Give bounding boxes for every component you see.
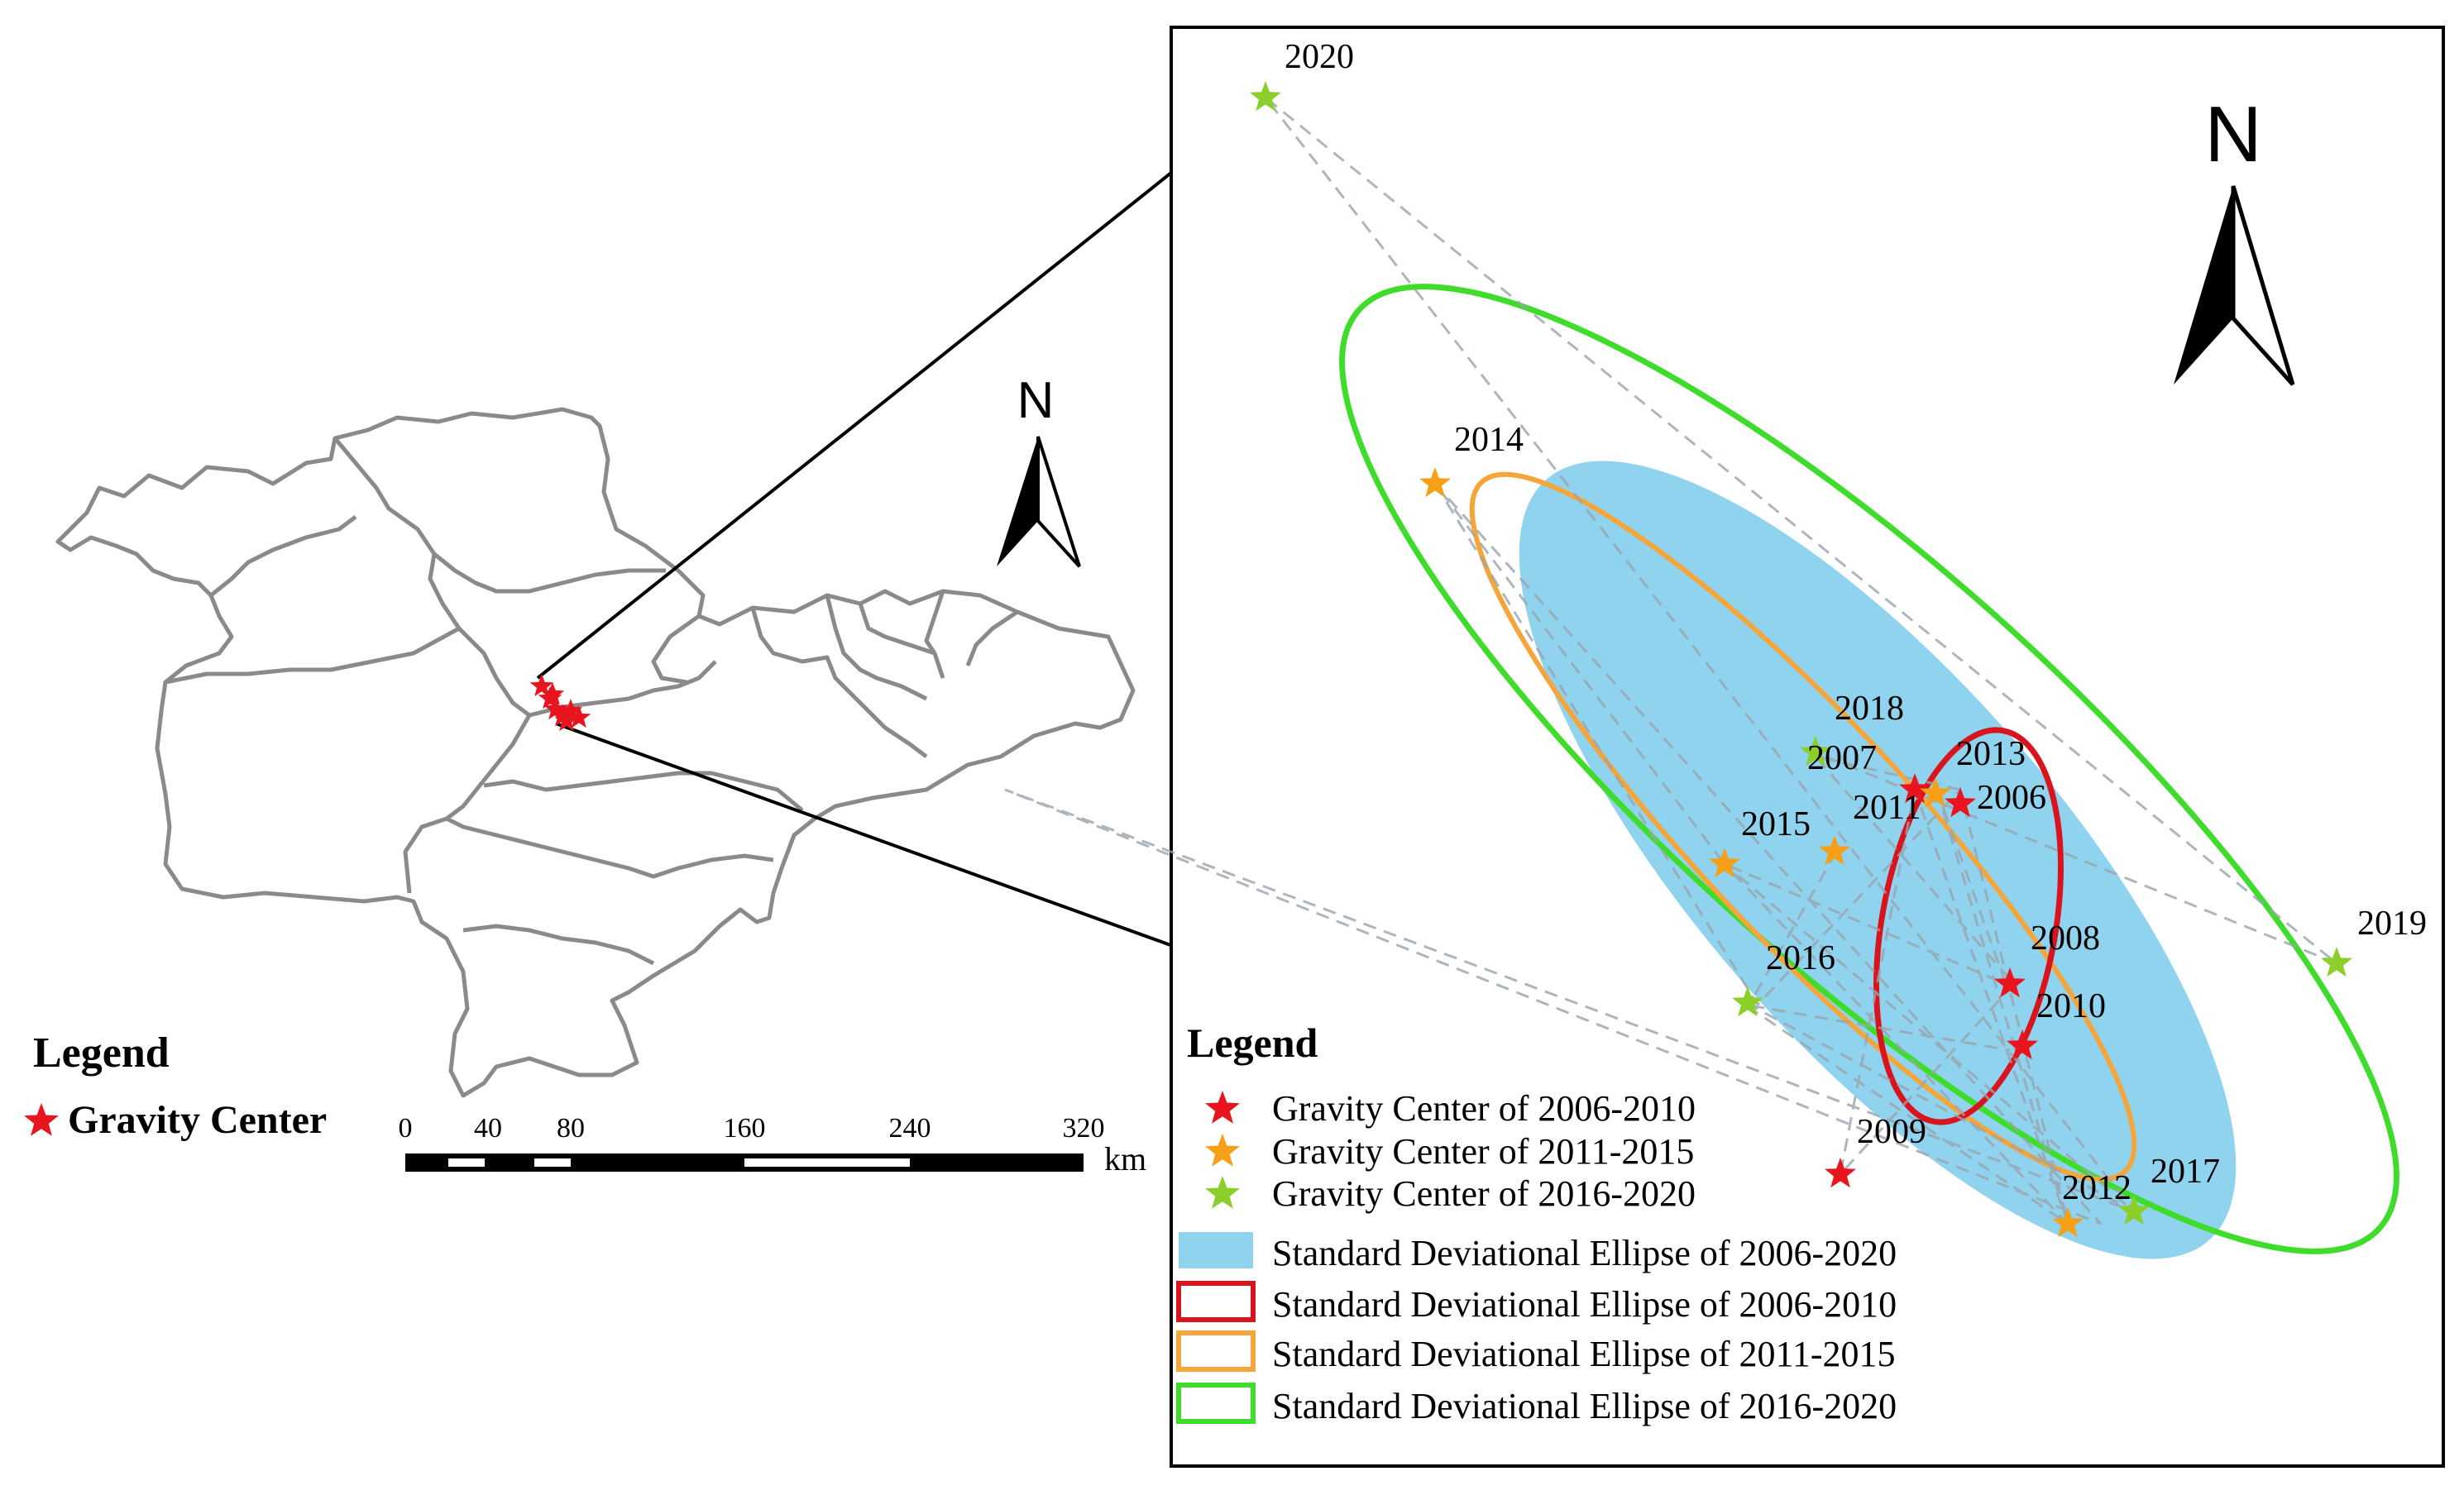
inset-north-arrow: N xyxy=(2174,90,2295,386)
inset-gravity-centers xyxy=(1250,81,2352,1238)
overview-gravity-star-0 xyxy=(529,674,554,697)
inset-legend: Legend Gravity Center of 2006-2010Gravit… xyxy=(1176,1020,1897,1426)
scale-tick-320: 320 xyxy=(1063,1113,1105,1144)
overview-gravity-star-7 xyxy=(540,682,565,705)
overview-legend-title: Legend xyxy=(33,1029,170,1077)
overview-gravity-star-2 xyxy=(543,697,568,720)
legend-swatch-6 xyxy=(1176,1383,1256,1424)
year-label-2020: 2020 xyxy=(1285,38,1354,76)
legend-label-4: Standard Deviational Ellipse of 2006-201… xyxy=(1272,1284,1897,1325)
gravity-center-star-2020 xyxy=(1250,81,1281,112)
overview-region-boundary xyxy=(55,407,1136,1098)
gravity-center-star-2012 xyxy=(2052,1207,2084,1238)
north-arrow-icon xyxy=(997,437,1038,566)
year-label-2006: 2006 xyxy=(1977,779,2046,817)
year-label-2010: 2010 xyxy=(2036,987,2106,1025)
legend-star-icon-0 xyxy=(1205,1091,1240,1124)
year-label-2007: 2007 xyxy=(1807,739,1877,777)
inset-map: 2006 2007 2008 2009 2010 2011 2012 2013 2014 2015… xyxy=(1004,38,2427,1259)
overview-legend-gravity-label: Gravity Center xyxy=(68,1098,327,1142)
inset-north-label: N xyxy=(2204,90,2261,179)
overview-gravity-cluster xyxy=(529,674,591,732)
gravity-center-star-2006 xyxy=(1945,787,1976,818)
legend-label-0: Gravity Center of 2006-2010 xyxy=(1272,1088,1696,1129)
scale-tick-40: 40 xyxy=(474,1113,502,1144)
gravity-center-star-2007 xyxy=(1899,773,1931,804)
year-label-2008: 2008 xyxy=(2031,919,2100,958)
legend-label-5: Standard Deviational Ellipse of 2011-201… xyxy=(1272,1334,1896,1374)
gravity-center-star-2011 xyxy=(1819,835,1850,866)
gravity-center-star-2018 xyxy=(1800,736,1831,767)
legend-label-1: Gravity Center of 2011-2015 xyxy=(1272,1131,1694,1172)
legend-label-3: Standard Deviational Ellipse of 2006-202… xyxy=(1272,1233,1897,1273)
legend-gravity-star-icon xyxy=(24,1103,59,1136)
legend-star-icon-2 xyxy=(1205,1176,1240,1209)
overview-gravity-star-5 xyxy=(567,705,591,728)
year-label-2013: 2013 xyxy=(1956,735,2026,773)
legend-star-icon xyxy=(24,1103,59,1136)
gravity-center-star-2014 xyxy=(1419,467,1451,498)
year-label-2012: 2012 xyxy=(2062,1169,2131,1207)
year-label-2014: 2014 xyxy=(1454,421,1524,459)
year-label-2016: 2016 xyxy=(1766,939,1835,977)
zoom-connector-top xyxy=(536,96,1267,680)
gravity-center-star-2015 xyxy=(1709,848,1740,878)
overview-gravity-star-6 xyxy=(554,709,579,732)
gravity-center-star-2016 xyxy=(1732,986,1763,1017)
legend-swatch-5 xyxy=(1176,1330,1256,1372)
gravity-center-star-2009 xyxy=(1825,1158,1856,1188)
year-label-2011: 2011 xyxy=(1853,789,1921,827)
gravity-center-star-2013 xyxy=(1920,777,1951,808)
scale-unit: km xyxy=(1104,1140,1146,1177)
north-arrow-icon xyxy=(2174,186,2233,384)
overview-district-lines xyxy=(165,437,1019,966)
overview-legend: Legend Gravity Center xyxy=(24,1029,327,1142)
year-label-2009: 2009 xyxy=(1857,1113,1926,1151)
year-label-2018: 2018 xyxy=(1835,690,1904,728)
legend-label-2: Gravity Center of 2016-2020 xyxy=(1272,1173,1696,1214)
sde-2006-2010 xyxy=(1873,727,2064,1125)
inset-legend-title: Legend xyxy=(1187,1020,1318,1066)
legend-swatch-3 xyxy=(1179,1232,1253,1268)
sde-2011-2015 xyxy=(1469,471,2137,1182)
scale-tick-240: 240 xyxy=(889,1113,931,1144)
year-label-2015: 2015 xyxy=(1741,805,1811,843)
year-label-2019: 2019 xyxy=(2357,905,2427,943)
legend-swatch-4 xyxy=(1176,1281,1256,1322)
inset-year-labels: 2006 2007 2008 2009 2010 2011 2012 2013 2014 2015… xyxy=(1285,38,2427,1207)
legend-label-6: Standard Deviational Ellipse of 2016-202… xyxy=(1272,1386,1897,1426)
overview-north-arrow: N xyxy=(997,372,1081,568)
overview-scale-bar: 0 40 80 160 240 320 km xyxy=(399,1113,1147,1177)
scale-tick-160: 160 xyxy=(724,1113,766,1144)
year-label-2017: 2017 xyxy=(2151,1153,2220,1191)
scale-tick-80: 80 xyxy=(557,1113,585,1144)
gravity-center-star-2008 xyxy=(1994,967,2026,998)
overview-gravity-star-3 xyxy=(550,704,575,727)
sde-2006-2020 xyxy=(1519,461,2237,1259)
overview-gravity-star-4 xyxy=(558,699,583,722)
legend-star-icon-1 xyxy=(1205,1134,1240,1167)
overview-map xyxy=(55,407,1136,1098)
scale-tick-0: 0 xyxy=(399,1113,413,1144)
gravity-center-star-2017 xyxy=(2118,1195,2150,1225)
overview-north-label: N xyxy=(1017,372,1055,429)
gravity-center-star-2010 xyxy=(2007,1029,2038,1060)
gravity-center-star-2019 xyxy=(2321,947,2352,977)
